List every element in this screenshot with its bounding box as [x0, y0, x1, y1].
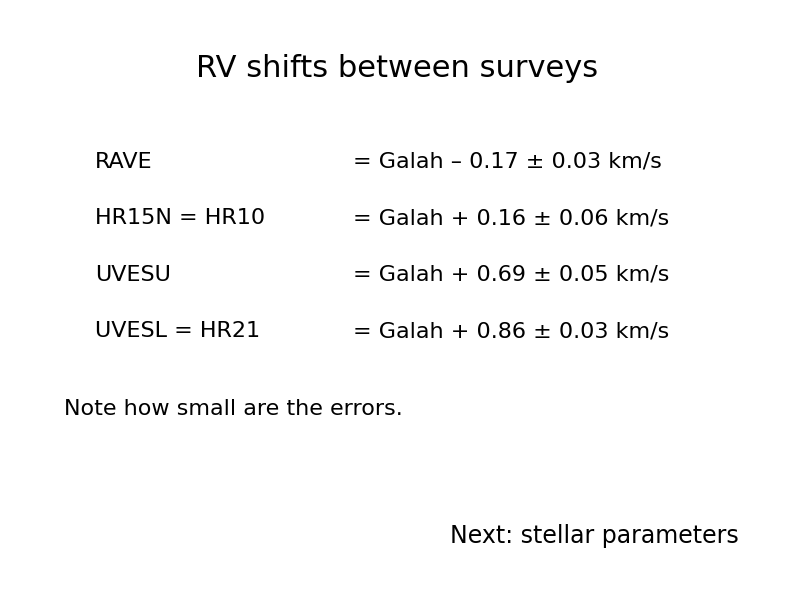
Text: Next: stellar parameters: Next: stellar parameters	[449, 524, 738, 547]
Text: RAVE: RAVE	[95, 152, 153, 172]
Text: UVESL = HR21: UVESL = HR21	[95, 321, 260, 342]
Text: UVESU: UVESU	[95, 265, 172, 285]
Text: RV shifts between surveys: RV shifts between surveys	[196, 54, 598, 83]
Text: = Galah + 0.86 ± 0.03 km/s: = Galah + 0.86 ± 0.03 km/s	[353, 321, 669, 342]
Text: = Galah + 0.69 ± 0.05 km/s: = Galah + 0.69 ± 0.05 km/s	[353, 265, 669, 285]
Text: = Galah + 0.16 ± 0.06 km/s: = Galah + 0.16 ± 0.06 km/s	[353, 208, 669, 228]
Text: = Galah – 0.17 ± 0.03 km/s: = Galah – 0.17 ± 0.03 km/s	[353, 152, 662, 172]
Text: HR15N = HR10: HR15N = HR10	[95, 208, 265, 228]
Text: Note how small are the errors.: Note how small are the errors.	[64, 399, 403, 419]
